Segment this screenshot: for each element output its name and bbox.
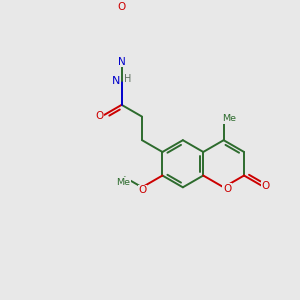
- Text: O: O: [261, 181, 270, 191]
- Text: Me: Me: [116, 178, 130, 187]
- Text: N: N: [118, 57, 125, 67]
- Text: Me: Me: [222, 114, 236, 123]
- Text: O: O: [138, 185, 146, 195]
- Text: O: O: [117, 2, 125, 12]
- Text: N: N: [112, 76, 120, 86]
- Text: O: O: [95, 111, 104, 121]
- Text: O: O: [223, 184, 231, 194]
- Text: H: H: [124, 74, 131, 84]
